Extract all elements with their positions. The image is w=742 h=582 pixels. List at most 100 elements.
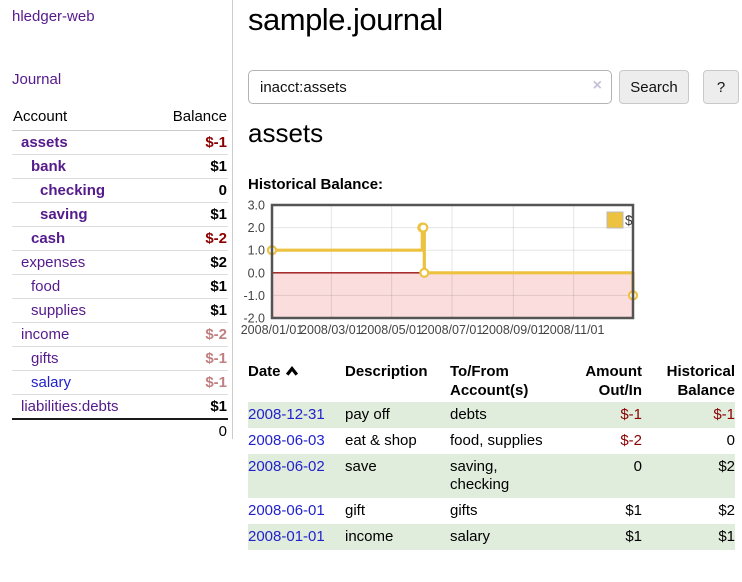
account-link-gifts[interactable]: gifts [31, 350, 59, 367]
chart-canvas[interactable]: $3.0 2.0 1.0 0.0 -1.0 -2.02008/01/012008/03/0… [236, 198, 648, 342]
page-title: sample.journal [248, 2, 443, 37]
accounts-total-row: 0 [12, 418, 228, 443]
app-title-link[interactable]: hledger-web [12, 8, 95, 25]
transaction-row: 2008-01-01 income salary $1 $1 [248, 524, 735, 550]
account-link-bank[interactable]: bank [31, 158, 67, 175]
account-balance: $1 [153, 154, 228, 179]
transaction-amount: 0 [633, 458, 642, 475]
account-row: saving $1 [12, 202, 228, 227]
account-row: assets $-1 [12, 130, 228, 155]
column-header-balance: Historical Balance [666, 363, 735, 399]
transaction-amount: $1 [625, 502, 642, 519]
account-link-liabilities-debts[interactable]: liabilities:debts [21, 398, 119, 415]
chart-border [270, 203, 635, 320]
chart-legend-label: $ [625, 213, 633, 228]
column-header-accounts: To/From Account(s) [450, 363, 529, 399]
transaction-balance: $2 [718, 458, 735, 475]
sidebar: hledger-web Journal Account Balance asse… [0, 0, 233, 443]
account-link-supplies[interactable]: supplies [31, 302, 87, 319]
account-balance: $-2 [153, 226, 228, 251]
account-row: income $-2 [12, 322, 228, 347]
search-input[interactable] [248, 70, 612, 104]
account-row: gifts $-1 [12, 346, 228, 371]
transaction-date-link[interactable]: 2008-01-01 [248, 528, 325, 545]
account-link-cash[interactable]: cash [31, 230, 66, 247]
account-row: checking 0 [12, 178, 228, 203]
account-balance: $1 [153, 298, 228, 323]
account-balance: $2 [153, 250, 228, 275]
transaction-date-link[interactable]: 2008-06-01 [248, 502, 325, 519]
chart-y-tick-label: 0.0 [248, 266, 265, 280]
sidebar-item-journal[interactable]: Journal [12, 71, 62, 88]
account-link-checking[interactable]: checking [40, 182, 106, 199]
transaction-row: 2008-06-01 gift gifts $1 $2 [248, 498, 735, 524]
transaction-description: pay off [345, 406, 390, 423]
clear-search-icon[interactable]: × [592, 77, 602, 94]
transaction-description: eat & shop [345, 432, 417, 449]
chart-x-tick-label: 2008/05/01 [360, 323, 423, 337]
transaction-date-link[interactable]: 2008-12-31 [248, 406, 325, 423]
sort-ascending-icon [285, 366, 298, 376]
account-link-food[interactable]: food [31, 278, 61, 295]
transaction-row: 2008-12-31 pay off debts $-1 $-1 [248, 402, 735, 428]
chart-x-tick-label: 2008/01/01 [241, 323, 304, 337]
help-button[interactable]: ? [703, 70, 739, 104]
transaction-date-link[interactable]: 2008-06-03 [248, 432, 325, 449]
account-row: salary $-1 [12, 370, 228, 395]
chart-y-tick-label: 1.0 [248, 244, 265, 258]
chart-y-tick-label: -2.0 [243, 312, 265, 326]
transaction-amount: $-1 [620, 406, 642, 423]
chart-y-tick-label: 2.0 [248, 221, 265, 235]
search-button[interactable]: Search [619, 70, 689, 104]
account-link-income[interactable]: income [21, 326, 70, 343]
account-balance: $1 [153, 202, 228, 227]
historical-balance-chart[interactable]: $3.0 2.0 1.0 0.0 -1.0 -2.0 2008/01/01 2008/03/0… [236, 198, 648, 342]
transaction-row: 2008-06-02 save saving, checking 0 $2 [248, 454, 735, 498]
account-link-expenses[interactable]: expenses [21, 254, 86, 271]
chart-x-tick-label: 2008/09/01 [482, 323, 545, 337]
account-row: supplies $1 [12, 298, 228, 323]
chart-legend-swatch [606, 211, 624, 229]
column-header-amount: Amount Out/In [585, 363, 642, 399]
transaction-accounts: salary [450, 528, 491, 545]
search-form: × Search ? [248, 70, 742, 104]
chart-x-tick-label: 2008/11/01 [543, 323, 605, 337]
chart-point [419, 267, 430, 278]
column-header-date-label: Date [248, 363, 281, 380]
chart-y-tick-label: 3.0 [248, 199, 265, 213]
transaction-balance: 0 [726, 432, 735, 449]
account-link-salary[interactable]: salary [31, 374, 72, 391]
transaction-balance: $1 [718, 528, 735, 545]
transaction-row: 2008-06-03 eat & shop food, supplies $-2… [248, 428, 735, 454]
account-row: cash $-2 [12, 226, 228, 251]
chart-x-tick-label: 2008/07/01 [421, 323, 484, 337]
account-balance: $-1 [153, 346, 228, 371]
accounts-header-account: Account [12, 104, 154, 131]
account-balance: 0 [153, 178, 228, 203]
account-row: liabilities:debts $1 [12, 394, 228, 420]
chart-y-tick-label: -1.0 [243, 289, 265, 303]
account-link-saving[interactable]: saving [40, 206, 88, 223]
transaction-amount: $1 [625, 528, 642, 545]
main-content: sample.journal × Search ? assets Histori… [241, 0, 742, 582]
chart-point [418, 222, 429, 233]
chart-negative-region [272, 272, 633, 318]
transaction-description: gift [345, 502, 366, 519]
account-balance: $-2 [153, 322, 228, 347]
account-balance: $-1 [153, 130, 228, 155]
account-heading: assets [248, 118, 324, 148]
transaction-date-link[interactable]: 2008-06-02 [248, 458, 325, 475]
accounts-total-value: 0 [153, 418, 228, 443]
transaction-accounts: food, supplies [450, 432, 543, 449]
transaction-accounts: saving, checking [450, 458, 510, 493]
transaction-balance: $2 [718, 502, 735, 519]
accounts-table: Account Balance assets $-1 bank $1 check… [12, 104, 228, 443]
account-balance: $1 [153, 394, 228, 420]
transaction-accounts: debts [450, 406, 487, 423]
account-row: bank $1 [12, 154, 228, 179]
account-row: food $1 [12, 274, 228, 299]
column-header-description: Description [345, 363, 428, 380]
account-link-assets[interactable]: assets [21, 134, 68, 151]
transactions-table: Date Description To/From Account(s) Amou… [248, 359, 735, 550]
column-header-date[interactable]: Date [248, 359, 345, 402]
